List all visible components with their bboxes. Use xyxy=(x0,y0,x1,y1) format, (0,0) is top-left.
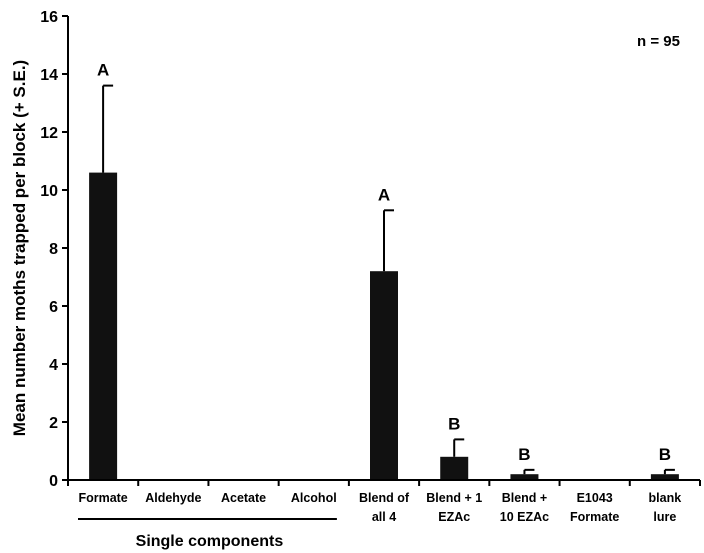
significance-letter: B xyxy=(448,414,460,433)
significance-letter: B xyxy=(659,445,671,464)
y-tick-label: 6 xyxy=(49,299,58,316)
sample-size-annotation: n = 95 xyxy=(637,33,680,50)
bar xyxy=(650,474,679,480)
y-tick-label: 4 xyxy=(49,357,58,374)
category-label: Alcohol xyxy=(291,491,337,505)
bar xyxy=(440,456,469,480)
x-axis-category-labels: Formate Aldehyde Acetate Alcohol Blend of all… xyxy=(78,491,681,524)
error-bars xyxy=(102,84,675,475)
category-label: Blend +10 EZAc xyxy=(500,491,549,524)
bars xyxy=(89,172,679,480)
category-label: Blend + 1 EZAc xyxy=(426,491,482,524)
significance-letter: B xyxy=(518,445,530,464)
category-label: Acetate xyxy=(221,491,266,505)
y-tick-label: 8 xyxy=(49,241,58,258)
category-label: Blend of all 4 xyxy=(359,491,410,524)
group-label: Single components xyxy=(136,533,284,550)
significance-letter: A xyxy=(378,185,390,204)
y-tick-label: 16 xyxy=(40,9,58,26)
category-label: E1043 Formate xyxy=(570,491,619,524)
category-label: Formate xyxy=(78,491,127,505)
bar xyxy=(89,172,118,480)
y-axis-title: Mean number moths trapped per block (+ S… xyxy=(10,60,29,436)
y-tick-label: 14 xyxy=(40,67,58,84)
category-label: blank lure xyxy=(649,491,682,524)
y-tick-label: 0 xyxy=(49,473,58,490)
bar xyxy=(370,271,398,480)
y-tick-label: 10 xyxy=(40,183,58,200)
category-label: Aldehyde xyxy=(145,491,201,505)
y-axis-ticks: 0 2 4 6 8 10 12 14 16 xyxy=(40,9,701,490)
significance-letters: A A B B B xyxy=(97,61,671,464)
significance-letter: A xyxy=(97,61,109,80)
y-tick-label: 2 xyxy=(49,415,58,432)
y-tick-label: 12 xyxy=(40,125,58,142)
bar xyxy=(510,474,539,480)
